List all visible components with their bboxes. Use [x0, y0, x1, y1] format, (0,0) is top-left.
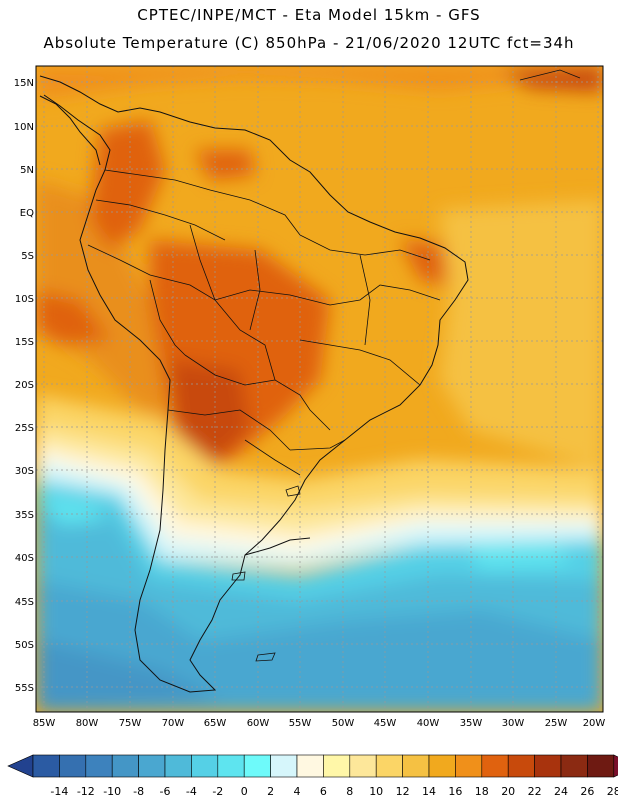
lat-label: 40S — [15, 553, 34, 564]
colorbar-label: -2 — [212, 785, 223, 798]
colorbar-label: 24 — [554, 785, 568, 798]
lon-label: 55W — [289, 718, 312, 729]
color-scale-labels: -14 -12 -10 -8 -6 -4 -2 0 2 4 6 8 10 12 14 16 18 20 22 24 26… — [50, 785, 618, 798]
colorbar-label: 28 — [607, 785, 618, 798]
colorbar-label: 0 — [241, 785, 248, 798]
latitude-axis: 15N 10N 5N EQ 5S 10S 15S 20S 25S 30S 35S… — [14, 78, 34, 694]
lon-label: 45W — [374, 718, 397, 729]
lon-label: 35W — [460, 718, 483, 729]
colorbar-max-arrow — [613, 754, 618, 778]
colorbar-segment — [217, 754, 245, 778]
colorbar-label: -14 — [50, 785, 68, 798]
temperature-field — [36, 66, 603, 712]
colorbar-label: 20 — [501, 785, 515, 798]
lat-label: 35S — [15, 510, 34, 521]
lon-label: 75W — [119, 718, 142, 729]
lon-label: 65W — [204, 718, 227, 729]
colorbar-label: 10 — [369, 785, 383, 798]
colorbar-label: -6 — [160, 785, 171, 798]
colorbar-segment — [455, 754, 483, 778]
colorbar-label: 26 — [580, 785, 594, 798]
lat-label: 45S — [15, 597, 34, 608]
lon-label: 50W — [332, 718, 355, 729]
lat-label: 30S — [15, 466, 34, 477]
colorbar-segment — [507, 754, 535, 778]
lon-label: 80W — [76, 718, 99, 729]
longitude-axis: 85W 80W 75W 70W 65W 60W 55W 50W 45W 40W … — [33, 718, 606, 729]
colorbar-label: -8 — [133, 785, 144, 798]
colorbar-segment — [560, 754, 588, 778]
colorbar-segment — [243, 754, 271, 778]
lon-label: 60W — [247, 718, 270, 729]
lat-label: EQ — [20, 208, 34, 219]
colorbar-segment — [587, 754, 615, 778]
lat-label: 25S — [15, 423, 34, 434]
lon-label: 20W — [583, 718, 606, 729]
colorbar-label: 2 — [267, 785, 274, 798]
colorbar-segment — [191, 754, 219, 778]
colorbar-label: 18 — [475, 785, 489, 798]
country-borders — [87, 169, 441, 476]
lat-label: 5N — [20, 165, 34, 176]
colorbar-label: 12 — [396, 785, 410, 798]
colorbar-label: -10 — [103, 785, 121, 798]
colorbar-segment — [323, 754, 351, 778]
lat-label: 15S — [15, 337, 34, 348]
colorbar-segment — [59, 754, 87, 778]
colorbar-min-arrow — [7, 754, 34, 778]
colorbar-label: 4 — [294, 785, 301, 798]
colorbar-segment — [375, 754, 403, 778]
lat-label: 10S — [15, 294, 34, 305]
lon-label: 85W — [33, 718, 56, 729]
colorbar-segment — [32, 754, 60, 778]
colorbar-segment — [270, 754, 298, 778]
map-frame — [35, 65, 604, 713]
colorbar-segment — [349, 754, 377, 778]
lon-label: 70W — [162, 718, 185, 729]
map-subtitle: Absolute Temperature (C) 850hPa - 21/06/… — [43, 34, 575, 52]
colorbar-segment — [481, 754, 509, 778]
lon-label: 30W — [502, 718, 525, 729]
colorbar-label: 16 — [448, 785, 462, 798]
colorbar-segment — [164, 754, 192, 778]
colorbar-label: -12 — [77, 785, 95, 798]
map-title: CPTEC/INPE/MCT - Eta Model 15km - GFS — [137, 6, 481, 24]
colorbar-segment — [111, 754, 139, 778]
lat-label: 10N — [14, 122, 34, 133]
lat-label: 15N — [14, 78, 34, 89]
colorbar-label: 14 — [422, 785, 436, 798]
colorbar-segment — [402, 754, 430, 778]
colorbar-segment — [534, 754, 562, 778]
lat-label: 5S — [21, 251, 34, 262]
colorbar-label: 8 — [346, 785, 353, 798]
colorbar-segment — [138, 754, 166, 778]
lon-label: 40W — [417, 718, 440, 729]
colorbar-segment — [296, 754, 324, 778]
lat-label: 50S — [15, 640, 34, 651]
color-scale-bar — [7, 754, 618, 778]
colorbar-label: 22 — [528, 785, 542, 798]
colorbar-segment — [428, 754, 456, 778]
lat-label: 20S — [15, 380, 34, 391]
colorbar-segment — [85, 754, 113, 778]
colorbar-label: -4 — [186, 785, 197, 798]
lon-label: 25W — [545, 718, 568, 729]
lat-label: 55S — [15, 683, 34, 694]
colorbar-label: 6 — [320, 785, 327, 798]
coastline — [39, 75, 469, 693]
